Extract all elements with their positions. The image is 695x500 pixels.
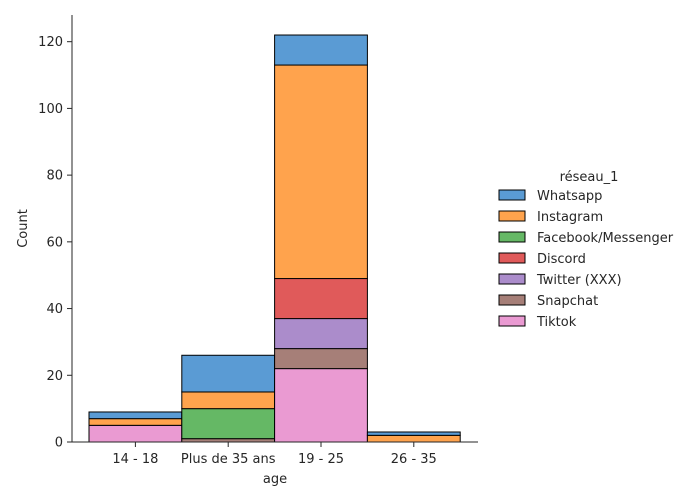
legend-title: réseau_1	[560, 170, 619, 185]
y-tick-label: 80	[46, 169, 63, 184]
x-ticks-group: 14 - 18 Plus de 35 ans 19 - 25 26 - 35	[112, 442, 437, 467]
bar-segment	[274, 34, 368, 66]
legend-swatch	[498, 231, 526, 243]
bar-segment	[181, 438, 276, 443]
y-tick-label: 0	[55, 436, 63, 451]
y-tick-label: 120	[38, 35, 63, 50]
bar-segment	[274, 368, 368, 443]
bar-segment	[274, 318, 368, 350]
bar-segment	[88, 418, 183, 426]
x-tick-label: Plus de 35 ans	[181, 452, 276, 467]
y-ticks-group: 0 20 40 60 80 100 120	[38, 35, 72, 451]
bar-segment	[88, 411, 183, 420]
legend-swatch	[498, 315, 526, 327]
legend-swatch	[498, 210, 526, 222]
x-tick-label: 26 - 35	[391, 452, 437, 467]
plot-area: 0 20 40 60 80 100 120 14 - 18 Plus de 35 ans 19 …	[38, 15, 478, 467]
x-tick-label: 14 - 18	[112, 452, 158, 467]
bar-segment	[181, 391, 276, 410]
y-tick-label: 40	[46, 302, 63, 317]
x-tick-label: 19 - 25	[298, 452, 344, 467]
legend-label: Instagram	[537, 210, 603, 225]
y-tick-label: 20	[46, 369, 63, 384]
legend-label: Twitter (XXX)	[536, 273, 622, 288]
legend-items: Whatsapp Instagram Facebook/Messenger Disco…	[498, 189, 674, 330]
legend-label: Facebook/Messenger	[537, 231, 674, 246]
legend-swatch	[498, 273, 526, 285]
legend-swatch	[498, 252, 526, 264]
bar-segment	[366, 434, 461, 443]
bar-segment	[274, 64, 368, 280]
bar-segment	[274, 278, 368, 320]
bars-group	[88, 34, 461, 443]
x-axis-title: age	[263, 472, 287, 487]
bar-segment	[366, 431, 461, 436]
bar-segment	[181, 354, 276, 393]
legend: réseau_1 Whatsapp Instagram Facebook/Messe…	[498, 170, 674, 330]
bar-segment	[181, 408, 276, 440]
legend-swatch	[498, 294, 526, 306]
legend-label: Whatsapp	[537, 189, 602, 204]
y-axis-title: Count	[16, 209, 31, 248]
bar-segment	[274, 348, 368, 370]
y-tick-label: 100	[38, 102, 63, 117]
y-tick-label: 60	[46, 235, 63, 250]
bar-segment	[88, 424, 183, 443]
legend-label: Snapchat	[537, 294, 598, 309]
legend-label: Discord	[537, 252, 586, 267]
legend-label: Tiktok	[536, 315, 577, 330]
legend-swatch	[498, 189, 526, 201]
